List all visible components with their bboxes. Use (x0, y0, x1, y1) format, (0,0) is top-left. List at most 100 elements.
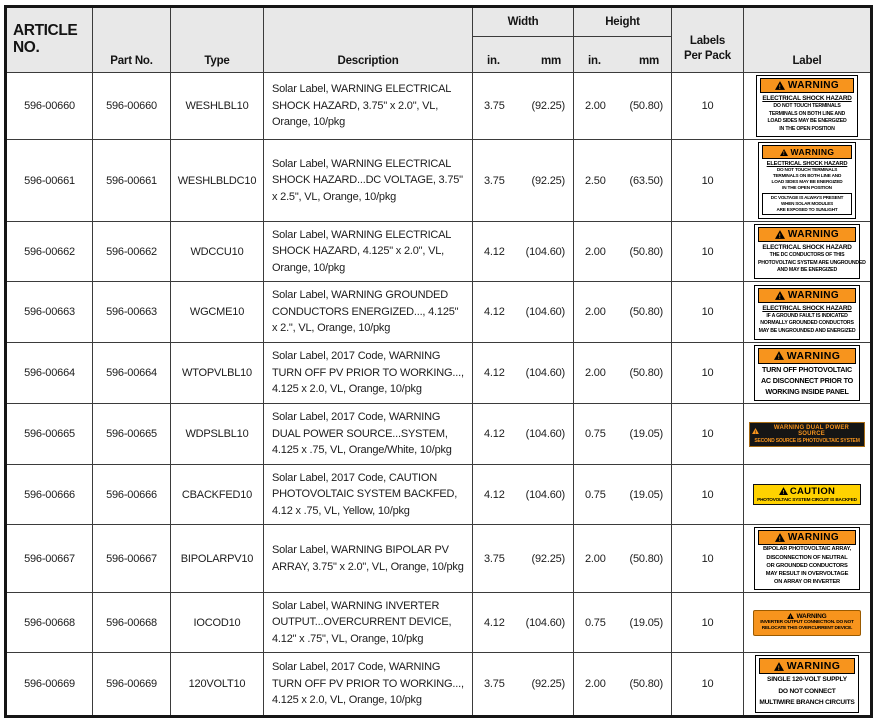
inch-value: 3.75 (484, 678, 505, 691)
label-text-line: MAY BE UNGROUNDED AND ENERGIZED (758, 327, 856, 334)
mm-value: (19.05) (629, 616, 664, 629)
height-cell: 2.50 (63.50) (573, 139, 672, 222)
svg-text:!: ! (779, 84, 781, 90)
type-cell: BIPOLARPV10 (170, 524, 264, 593)
label-heading-text: WARNING (790, 147, 835, 158)
width-cell-values: 4.12 (104.60) (474, 489, 572, 501)
label-heading: ! WARNING (756, 613, 858, 620)
width-cell: 3.75 (92.25) (472, 652, 574, 717)
label-heading-text: CAUTION (789, 485, 836, 497)
mm-value: (50.80) (629, 245, 664, 258)
svg-text:!: ! (779, 536, 781, 542)
labels-per-pack-cell: 10 (671, 220, 744, 283)
type-cell: 120VOLT10 (170, 652, 264, 717)
label-cell: ! WARNING BIPOLAR PHOTOVOLTAIC ARRAY, DISCO… (743, 524, 872, 593)
label-text-line: TERMINALS ON BOTH LINE AND (768, 110, 846, 117)
inch-value: 2.00 (585, 367, 606, 380)
article-no-cell: 596-00668 (5, 591, 93, 654)
labels-per-pack-cell: 10 (671, 403, 744, 465)
table-row: 596-00666 596-00666 CBACKFED10 Solar Label,… (5, 463, 872, 526)
warning-label-graphic: ! WARNING INVERTER OUTPUT CONNECTION. DO N… (753, 609, 861, 636)
type-cell: IOCOD10 (170, 591, 264, 654)
height-cell-values: 0.75 (19.05) (575, 489, 670, 501)
mm-value: (104.60) (525, 367, 566, 380)
warning-triangle-icon: ! (774, 533, 785, 542)
description-cell: Solar Label, WARNING ELECTRICAL SHOCK HA… (263, 220, 473, 283)
inch-value: 3.75 (484, 174, 505, 187)
mm-value: (104.60) (525, 306, 566, 319)
width-cell-values: 4.12 (104.60) (474, 428, 572, 440)
label-text-line: OR GROUNDED CONDUCTORS (766, 562, 848, 569)
description-cell: Solar Label, 2017 Code, WARNING DUAL POW… (263, 403, 473, 465)
label-heading: ! CAUTION (756, 486, 858, 497)
svg-text:!: ! (778, 665, 780, 671)
label-text-line: DISCONNECTION OF NEUTRAL (766, 554, 848, 561)
mm-value: (104.60) (525, 488, 566, 501)
label-text-line: NORMALLY GROUNDED CONDUCTORS (760, 320, 854, 327)
warning-label-graphic: ! WARNING ELECTRICAL SHOCK HAZARD THE DC CO… (754, 224, 866, 280)
svg-text:!: ! (755, 429, 757, 434)
width-cell-values: 4.12 (104.60) (474, 306, 572, 318)
label-cell: ! WARNING DUAL POWER SOURCE SECOND SOURCE … (743, 403, 872, 465)
col-header-article-no: ARTICLE NO. (5, 6, 93, 73)
inch-value: 2.00 (585, 245, 606, 258)
part-no-cell: 596-00666 (92, 463, 171, 526)
label-text-line: ON ARRAY OR INVERTER (774, 578, 840, 585)
height-cell: 2.00 (50.80) (573, 220, 672, 283)
label-title: ELECTRICAL SHOCK HAZARD (762, 95, 852, 102)
label-inner-box: DC VOLTAGE IS ALWAYS PRESENT WHEN SOLAR M… (762, 193, 852, 215)
label-image-wrapper: ! WARNING ELECTRICAL SHOCK HAZARD DO NOT TO… (745, 75, 871, 138)
description-cell: Solar Label, WARNING INVERTER OUTPUT...O… (263, 591, 473, 654)
warning-triangle-icon: ! (779, 148, 788, 156)
part-no-cell: 596-00660 (92, 71, 171, 141)
labels-per-pack-cell: 10 (671, 652, 744, 717)
table-row: 596-00662 596-00662 WDCCU10 Solar Label, WA… (5, 220, 872, 283)
label-heading: ! WARNING DUAL POWER SOURCE (752, 425, 862, 437)
warning-triangle-icon: ! (752, 427, 759, 434)
label-heading: ! WARNING (759, 658, 855, 675)
table-header: ARTICLE NO. Part No. Type Description Wi… (5, 6, 872, 73)
part-no-cell: 596-00665 (92, 403, 171, 465)
label-text-line: DO NOT TOUCH TERMINALS (776, 167, 838, 173)
svg-text:!: ! (779, 294, 781, 300)
col-header-part-no: Part No. (92, 6, 171, 73)
labels-per-pack-cell: 10 (671, 71, 744, 141)
label-cell: ! WARNING ELECTRICAL SHOCK HAZARD DO NOT TO… (743, 71, 872, 141)
warning-triangle-icon: ! (778, 487, 788, 495)
width-cell-values: 4.12 (104.60) (474, 367, 572, 379)
warning-triangle-icon: ! (774, 291, 785, 300)
mm-value: (92.25) (531, 174, 566, 187)
height-cell-values: 2.00 (50.80) (575, 246, 670, 258)
label-heading-text: WARNING (787, 289, 840, 301)
label-image-wrapper: ! WARNING ELECTRICAL SHOCK HAZARD DO NOT TO… (745, 142, 871, 219)
width-cell: 3.75 (92.25) (472, 524, 574, 593)
part-no-cell: 596-00667 (92, 524, 171, 593)
width-unit-in: in. (487, 55, 500, 67)
inch-value: 2.00 (585, 552, 606, 565)
warning-label-graphic: ! WARNING SINGLE 120-VOLT SUPPLY DO NOT CON… (755, 655, 859, 713)
labels-per-pack-cell: 10 (671, 281, 744, 343)
col-header-type: Type (170, 6, 264, 73)
product-table: ARTICLE NO. Part No. Type Description Wi… (4, 5, 873, 718)
label-image-wrapper: ! WARNING TURN OFF PHOTOVOLTAIC AC DISCONNE… (745, 344, 871, 402)
warning-label-graphic: ! WARNING ELECTRICAL SHOCK HAZARD DO NOT TO… (756, 75, 858, 138)
inch-value: 4.12 (484, 245, 505, 258)
label-text-line: BIPOLAR PHOTOVOLTAIC ARRAY, (762, 546, 852, 553)
label-image-wrapper: ! WARNING ELECTRICAL SHOCK HAZARD THE DC CO… (745, 224, 871, 280)
description-cell: Solar Label, 2017 Code, WARNING TURN OFF… (263, 341, 473, 405)
width-cell: 4.12 (104.60) (472, 403, 574, 465)
mm-value: (50.80) (629, 678, 664, 691)
warning-label-graphic: ! WARNING BIPOLAR PHOTOVOLTAIC ARRAY, DISCO… (754, 527, 860, 590)
part-no-cell: 596-00663 (92, 281, 171, 343)
inch-value: 0.75 (585, 428, 606, 441)
col-header-width: Width (472, 6, 574, 37)
mm-value: (50.80) (629, 306, 664, 319)
label-text-line: MAY RESULT IN OVERVOLTAGE (765, 570, 849, 577)
table-row: 596-00665 596-00665 WDPSLBL10 Solar Label, … (5, 403, 872, 465)
type-cell: WGCME10 (170, 281, 264, 343)
article-no-cell: 596-00661 (5, 139, 93, 222)
type-cell: WESHLBL10 (170, 71, 264, 141)
label-text-line: THE DC CONDUCTORS OF THIS (769, 252, 845, 259)
label-title: ELECTRICAL SHOCK HAZARD (762, 244, 852, 252)
label-text-line: MULTIWIRE BRANCH CIRCUITS (759, 699, 855, 707)
